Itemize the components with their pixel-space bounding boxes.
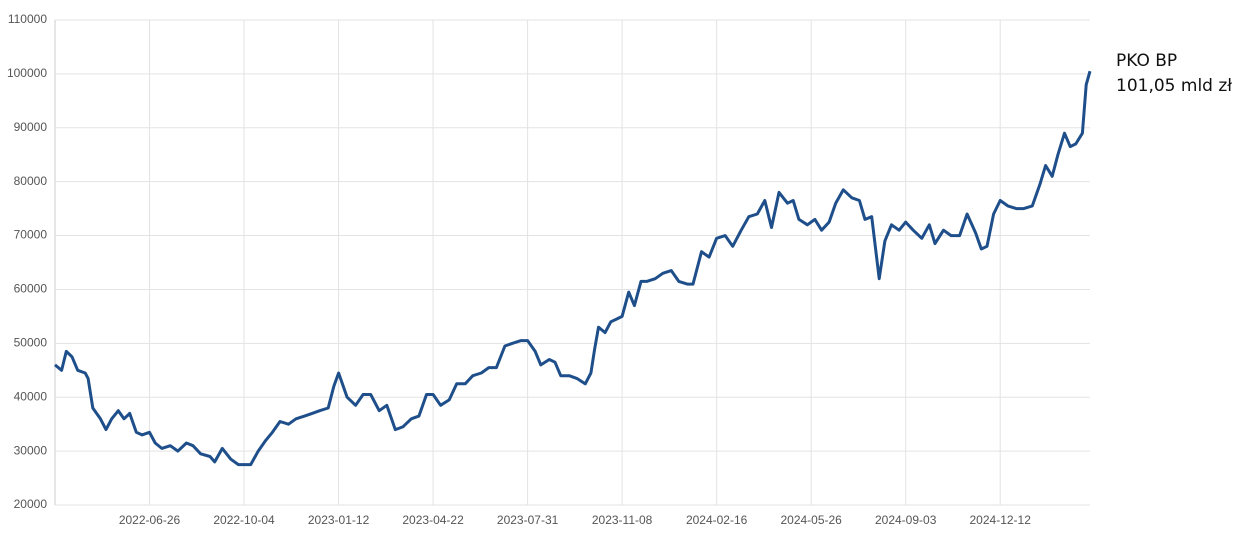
- x-tick-label: 2024-05-26: [780, 513, 842, 527]
- y-tick-label: 100000: [7, 66, 47, 80]
- x-tick-label: 2023-11-08: [592, 513, 653, 527]
- x-tick-label: 2022-06-26: [119, 513, 181, 527]
- annotation-name: PKO BP: [1116, 51, 1177, 71]
- y-tick-label: 40000: [14, 389, 48, 403]
- y-tick-label: 50000: [14, 336, 48, 350]
- x-tick-label: 2023-01-12: [308, 513, 370, 527]
- y-tick-label: 20000: [14, 497, 48, 511]
- y-tick-label: 90000: [14, 120, 48, 134]
- x-tick-label: 2024-12-12: [970, 513, 1032, 527]
- y-tick-label: 110000: [8, 12, 47, 26]
- y-tick-label: 60000: [14, 282, 48, 296]
- x-tick-label: 2023-04-22: [402, 513, 464, 527]
- y-tick-label: 80000: [14, 174, 48, 188]
- x-tick-label: 2024-02-16: [686, 513, 748, 527]
- x-tick-label: 2022-10-04: [213, 513, 275, 527]
- line: [54, 70, 1092, 467]
- x-tick-label: 2023-07-31: [497, 513, 559, 527]
- y-tick-label: 70000: [14, 228, 48, 242]
- annotation-value: 101,05 mld zł: [1116, 76, 1232, 96]
- x-tick-label: 2024-09-03: [875, 513, 937, 527]
- y-tick-label: 30000: [14, 443, 48, 457]
